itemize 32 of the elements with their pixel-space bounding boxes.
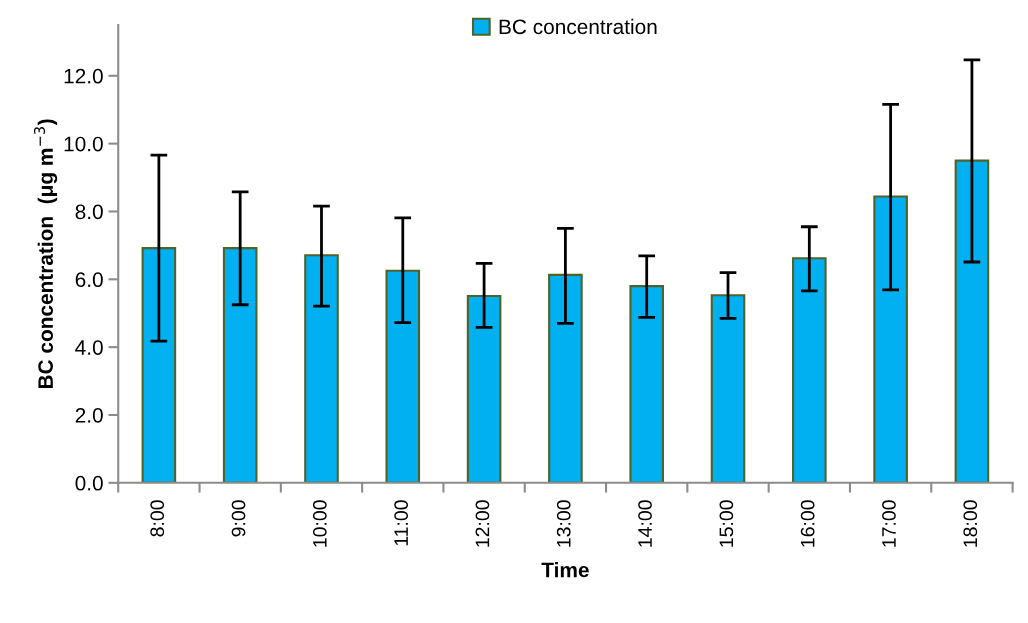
bar [222,247,258,483]
bar [629,285,665,483]
x-tick-label: 11:00 [394,500,409,546]
bar [710,294,746,483]
x-axis-title: Time [541,562,589,578]
x-tick-label: 18:00 [963,500,978,547]
bar [385,269,421,483]
y-tick-label: 8.0 [75,204,103,220]
bar [304,254,339,483]
bar [548,273,583,483]
bar [792,257,827,483]
y-tick-label: 4.0 [75,340,103,355]
bar [466,294,502,483]
bar [141,247,177,483]
legend-label: BC concentration [499,18,657,35]
y-tick-label: 6.0 [75,272,103,288]
x-tick-label: 9:00 [231,500,246,537]
bar [873,195,908,483]
x-tick-label: 16:00 [800,500,815,547]
y-axis-title: BC concentration (μg m$^{−3}$) [34,119,58,389]
y-tick-label: 2.0 [75,407,103,423]
x-tick-label: 17:00 [882,500,896,547]
x-tick-label: 14:00 [638,500,652,547]
x-tick-label: 12:00 [475,500,490,547]
x-tick-label: 10:00 [312,500,327,547]
x-tick-label: 13:00 [556,500,571,547]
y-tick-label: 12.0 [64,68,103,84]
x-tick-label: 8:00 [150,500,165,537]
bar [954,159,990,483]
y-tick-label: 10.0 [64,136,103,152]
y-tick-label: 0.0 [75,475,103,491]
x-tick-label: 15:00 [719,500,734,547]
